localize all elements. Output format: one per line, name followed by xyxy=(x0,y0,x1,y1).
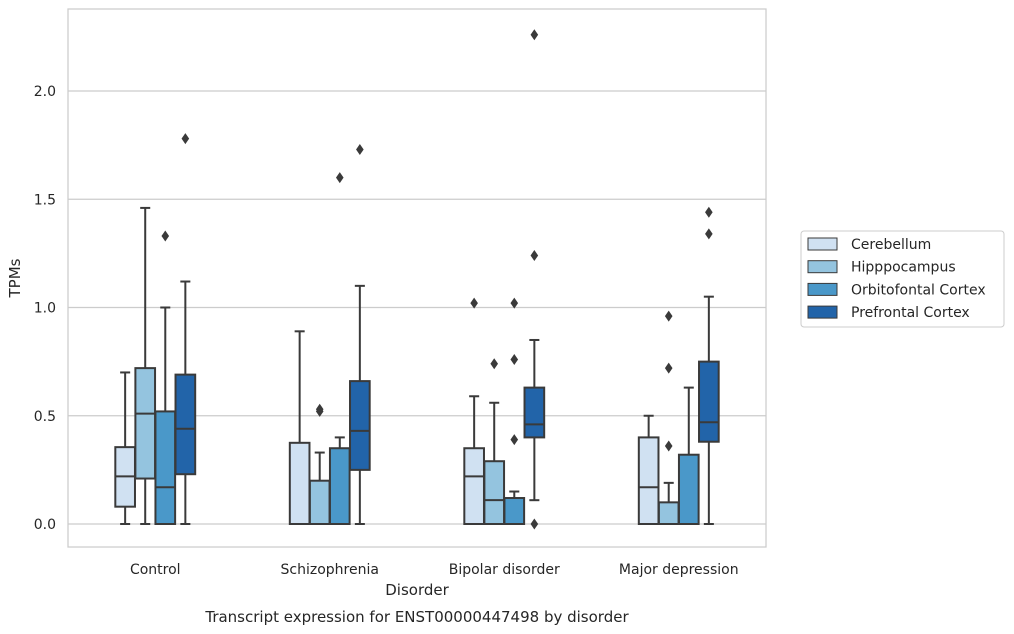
box-iqr xyxy=(288,441,311,525)
box-1-0 xyxy=(134,206,157,525)
box-1-2 xyxy=(483,358,506,525)
box-iqr xyxy=(677,453,700,525)
box-iqr xyxy=(134,367,157,480)
outlier-point xyxy=(510,353,519,365)
chart-caption: Transcript expression for ENST0000044749… xyxy=(204,608,629,626)
x-tick-label: Major depression xyxy=(619,562,739,578)
y-axis-label: TPMs xyxy=(6,258,24,298)
box-2-3 xyxy=(677,386,700,525)
box-iqr xyxy=(308,479,331,526)
y-tick-labels: 0.0 0.5 1.0 1.5 2.0 xyxy=(34,84,56,533)
plot-area-frame xyxy=(67,8,767,548)
outlier-point xyxy=(705,228,713,240)
legend-label: Orbitofontal Cortex xyxy=(851,282,986,298)
y-tick-label: 1.0 xyxy=(34,301,56,317)
box-iqr xyxy=(523,386,546,439)
outlier-point xyxy=(705,206,713,218)
box-iqr xyxy=(154,410,177,526)
legend-swatch xyxy=(807,237,838,251)
x-tick-labels: Control Schizophrenia Bipolar disorder Majo… xyxy=(130,562,739,578)
y-tick-label: 1.5 xyxy=(34,192,56,208)
legend-swatch xyxy=(807,260,838,274)
outlier-point xyxy=(181,133,190,145)
x-tick-label: Control xyxy=(130,562,181,578)
outlier-point xyxy=(490,358,499,370)
legend-label: Hipppocampus xyxy=(851,260,956,276)
box-3-1 xyxy=(349,143,371,525)
box-iqr xyxy=(698,360,720,443)
x-tick-label: Schizophrenia xyxy=(281,562,379,578)
boxes xyxy=(114,29,720,530)
x-tick-label: Bipolar disorder xyxy=(449,562,560,578)
outlier-point xyxy=(315,403,324,415)
y-tick-label: 0.0 xyxy=(34,517,56,533)
box-0-3 xyxy=(637,414,660,525)
outlier-point xyxy=(356,143,364,155)
box-iqr xyxy=(174,373,197,476)
y-tick-label: 0.5 xyxy=(34,409,56,425)
outlier-point xyxy=(530,518,539,530)
box-0-2 xyxy=(463,297,485,526)
legend-label: Cerebellum xyxy=(851,237,931,253)
legend-label: Prefrontal Cortex xyxy=(851,305,970,321)
outlier-point xyxy=(530,29,539,41)
outlier-point xyxy=(161,230,170,242)
legend-swatch xyxy=(807,282,838,296)
outlier-point xyxy=(664,310,673,322)
box-3-3 xyxy=(698,206,720,525)
legend-swatch xyxy=(807,305,838,319)
outlier-point xyxy=(470,297,478,309)
box-iqr xyxy=(657,501,680,526)
box-0-1 xyxy=(288,330,311,525)
box-iqr xyxy=(503,497,526,525)
box-3-0 xyxy=(174,133,197,525)
outlier-point xyxy=(664,440,673,452)
box-iqr xyxy=(483,460,506,525)
outlier-point xyxy=(510,434,519,446)
outlier-point xyxy=(335,172,344,184)
legend: Cerebellum Hipppocampus Orbitofontal Corte… xyxy=(800,230,1005,328)
box-2-2 xyxy=(503,297,526,525)
box-0-0 xyxy=(114,371,136,525)
box-iqr xyxy=(463,447,485,526)
legend-frame xyxy=(800,230,1005,328)
box-2-0 xyxy=(154,230,177,526)
box-3-2 xyxy=(523,29,546,530)
outlier-point xyxy=(530,250,539,262)
outlier-point xyxy=(510,297,519,309)
box-1-3 xyxy=(657,310,680,526)
box-iqr xyxy=(349,380,371,471)
y-tick-label: 2.0 xyxy=(34,84,56,100)
box-iqr xyxy=(637,436,660,525)
box-2-1 xyxy=(328,172,351,526)
outlier-point xyxy=(664,362,673,374)
box-1-1 xyxy=(308,403,331,526)
box-iqr xyxy=(328,447,351,526)
x-axis-label: Disorder xyxy=(385,581,449,599)
